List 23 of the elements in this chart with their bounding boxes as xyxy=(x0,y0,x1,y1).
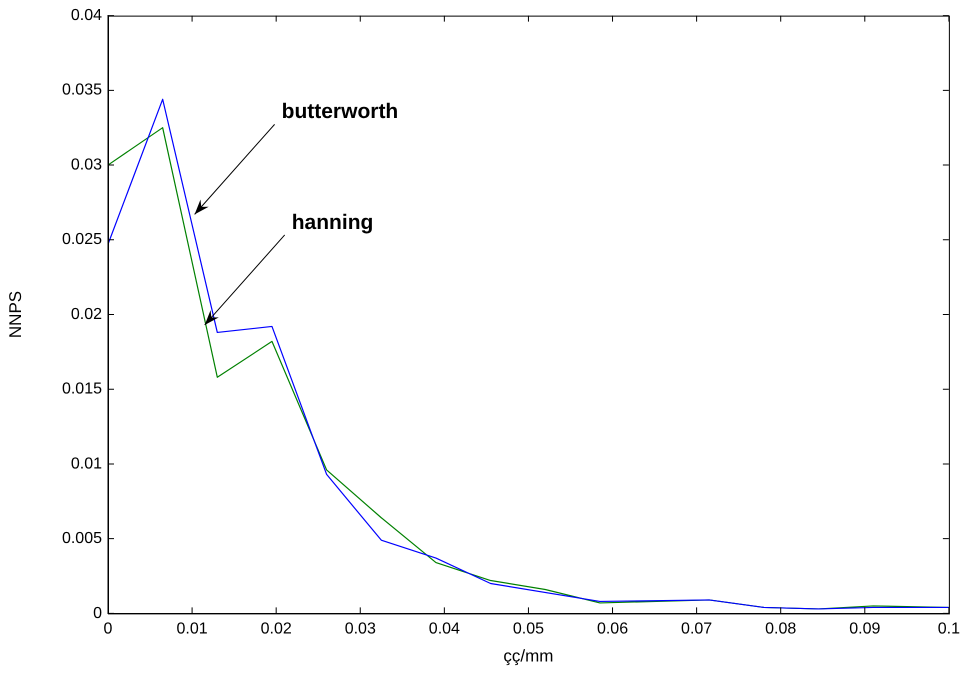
x-tick-label: 0.06 xyxy=(596,620,628,638)
x-tick-label: 0.01 xyxy=(176,620,208,638)
x-tick-label: 0.03 xyxy=(344,620,376,638)
y-tick-label: 0 xyxy=(93,604,102,622)
x-axis-title: çç/mm xyxy=(503,646,554,666)
annotation: butterworth xyxy=(282,100,398,124)
x-tick-label: 0.02 xyxy=(260,620,292,638)
x-tick-label: 0.04 xyxy=(428,620,460,638)
y-tick-label: 0.025 xyxy=(62,231,102,248)
x-tick-label: 0.1 xyxy=(938,620,960,638)
annotation: hanning xyxy=(292,210,374,234)
y-tick-label: 0.03 xyxy=(70,156,102,174)
x-tick-label: 0.09 xyxy=(849,620,880,638)
y-axis-title: NNPS xyxy=(6,290,25,338)
y-tick-label: 0.035 xyxy=(62,82,102,99)
x-tick-label: 0.08 xyxy=(765,620,796,638)
y-tick-label: 0.005 xyxy=(62,530,102,548)
x-tick-label: 0.07 xyxy=(681,620,712,638)
y-tick-label: 0.015 xyxy=(62,380,102,398)
y-tick-label: 0.04 xyxy=(70,7,102,24)
x-tick-label: 0.05 xyxy=(512,620,544,638)
y-tick-label: 0.01 xyxy=(70,455,102,472)
y-tick-label: 0.02 xyxy=(70,306,102,323)
